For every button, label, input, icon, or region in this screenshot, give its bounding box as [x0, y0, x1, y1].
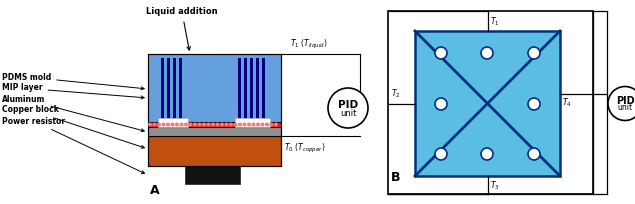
- Text: B: B: [391, 171, 401, 184]
- Circle shape: [198, 123, 201, 126]
- Text: PID: PID: [338, 100, 358, 110]
- Circle shape: [243, 123, 246, 126]
- Text: MIP layer: MIP layer: [2, 83, 144, 99]
- Circle shape: [171, 123, 174, 126]
- Circle shape: [216, 123, 219, 126]
- Circle shape: [189, 123, 192, 126]
- Bar: [262, 58, 265, 118]
- Circle shape: [153, 123, 156, 126]
- Text: $T_3$: $T_3$: [490, 179, 499, 192]
- Circle shape: [225, 123, 228, 126]
- Text: unit: unit: [340, 109, 356, 118]
- Text: Aluminum: Aluminum: [2, 94, 144, 132]
- Circle shape: [435, 47, 447, 59]
- Circle shape: [207, 123, 210, 126]
- Circle shape: [194, 123, 196, 126]
- Bar: [415, 31, 560, 176]
- Circle shape: [203, 123, 205, 126]
- Bar: [173, 58, 176, 118]
- Text: Liquid addition: Liquid addition: [146, 8, 218, 50]
- Circle shape: [176, 123, 178, 126]
- Bar: [179, 58, 182, 118]
- Bar: [148, 122, 281, 127]
- Circle shape: [435, 98, 447, 110]
- Circle shape: [257, 123, 259, 126]
- Circle shape: [265, 123, 269, 126]
- Circle shape: [481, 148, 493, 160]
- Circle shape: [481, 47, 493, 59]
- Circle shape: [252, 123, 255, 126]
- Circle shape: [239, 123, 241, 126]
- Circle shape: [230, 123, 232, 126]
- Text: PID: PID: [616, 95, 634, 105]
- Circle shape: [162, 123, 165, 126]
- Text: PDMS mold: PDMS mold: [2, 72, 144, 90]
- Text: $T_0$ ($T_{copper}$): $T_0$ ($T_{copper}$): [284, 142, 325, 155]
- Text: Copper block: Copper block: [2, 105, 144, 148]
- Circle shape: [528, 47, 540, 59]
- Circle shape: [528, 98, 540, 110]
- Circle shape: [180, 123, 183, 126]
- Circle shape: [211, 123, 214, 126]
- Circle shape: [185, 123, 187, 126]
- Circle shape: [261, 123, 264, 126]
- Bar: [158, 118, 188, 127]
- Circle shape: [149, 123, 151, 126]
- Bar: [235, 118, 270, 127]
- Text: $T_4$: $T_4$: [562, 96, 572, 109]
- Circle shape: [435, 148, 447, 160]
- Bar: [167, 58, 170, 118]
- Bar: [388, 11, 593, 194]
- Circle shape: [608, 86, 635, 121]
- Bar: [185, 166, 240, 184]
- Text: $T_1$: $T_1$: [490, 16, 499, 28]
- Text: A: A: [150, 184, 159, 197]
- Bar: [238, 58, 241, 118]
- Circle shape: [221, 123, 224, 126]
- Circle shape: [234, 123, 237, 126]
- Bar: [148, 54, 281, 122]
- Bar: [244, 58, 247, 118]
- Circle shape: [528, 148, 540, 160]
- Text: $T_2$: $T_2$: [391, 88, 401, 101]
- Bar: [161, 58, 164, 118]
- Text: $T_1$ ($T_{liquid}$): $T_1$ ($T_{liquid}$): [290, 38, 328, 51]
- Bar: [256, 58, 259, 118]
- Circle shape: [275, 123, 277, 126]
- Bar: [148, 127, 281, 136]
- Bar: [250, 58, 253, 118]
- Circle shape: [157, 123, 160, 126]
- Circle shape: [271, 123, 273, 126]
- Circle shape: [167, 123, 170, 126]
- Bar: [148, 136, 281, 166]
- Text: Power resistor: Power resistor: [2, 116, 145, 173]
- Circle shape: [328, 88, 368, 128]
- Text: unit: unit: [617, 103, 632, 112]
- Circle shape: [248, 123, 250, 126]
